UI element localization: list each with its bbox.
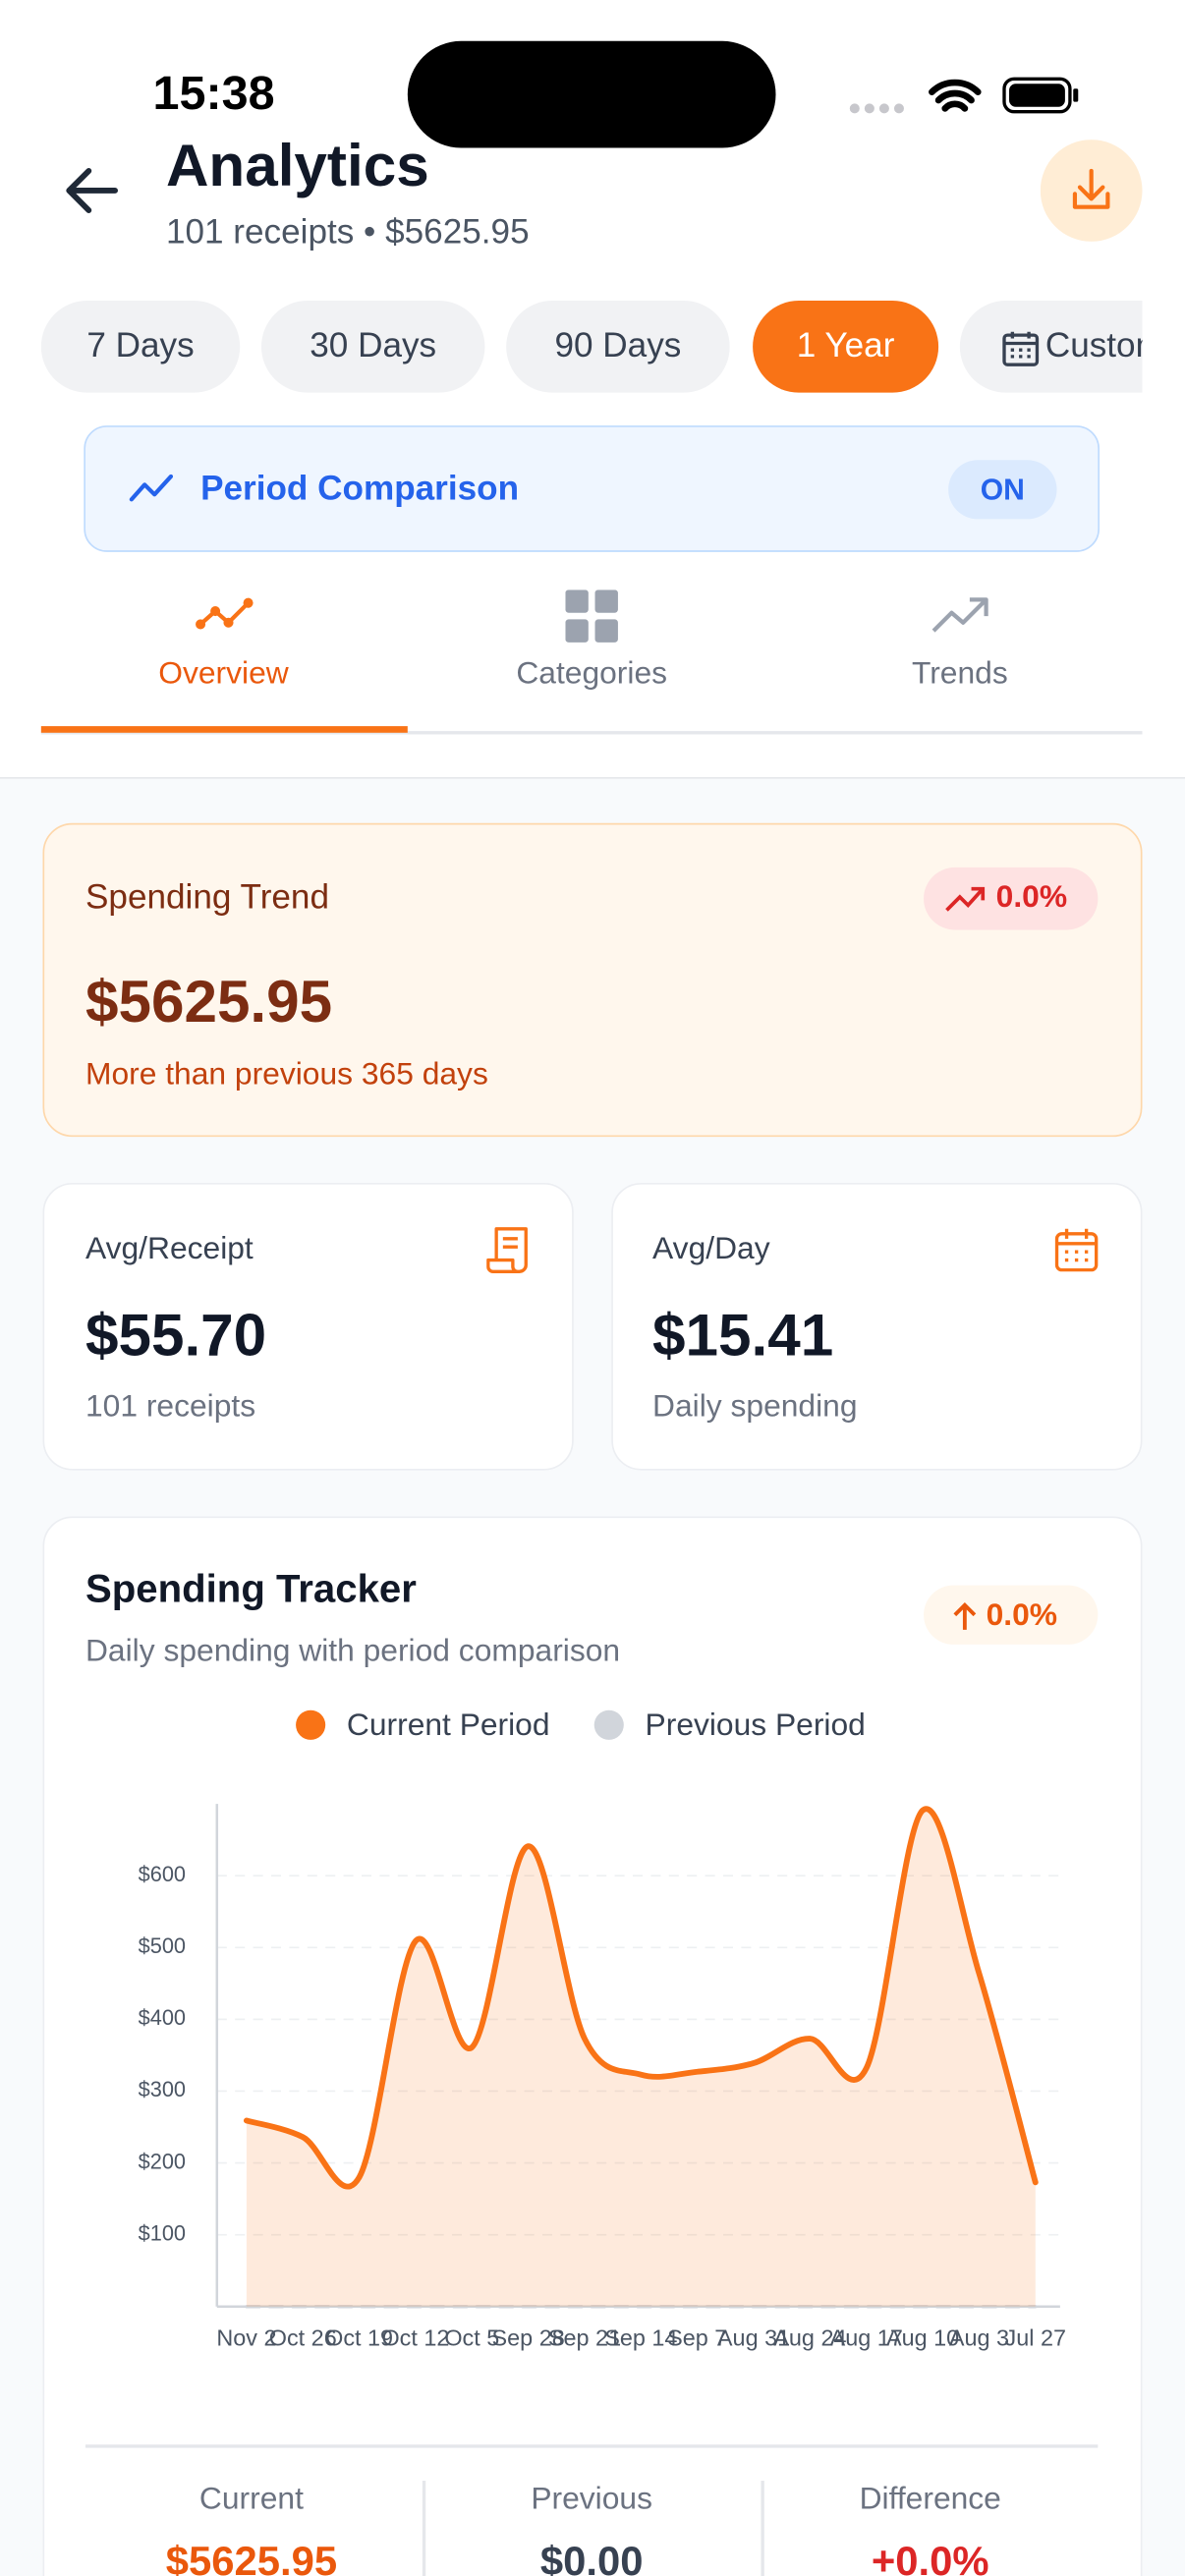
y-tick-label: $500 <box>139 1933 186 1958</box>
filter-chip[interactable]: 7 Days <box>40 301 241 393</box>
tracker-title: Spending Tracker <box>85 1567 417 1612</box>
x-tick-label: Aug 17 <box>830 2324 903 2350</box>
comparison-icon <box>129 474 174 502</box>
x-tick-label: Aug 24 <box>773 2324 846 2350</box>
trend-icon <box>945 886 986 912</box>
stat-value: $15.41 <box>652 1301 834 1369</box>
x-tick-label: Aug 10 <box>886 2324 959 2350</box>
y-tick-label: $400 <box>139 2005 186 2030</box>
area <box>246 1809 1036 2307</box>
x-tick-label: Sep 28 <box>492 2324 565 2350</box>
trend-badge-text: 0.0% <box>995 880 1068 916</box>
tab-icon <box>565 589 618 643</box>
x-tick-label: Sep 7 <box>667 2324 727 2350</box>
x-tick-label: Nov 2 <box>216 2324 276 2350</box>
x-tick-label: Oct 26 <box>269 2324 337 2350</box>
x-tick-label: Oct 19 <box>325 2324 393 2350</box>
filter-chip[interactable]: Custom <box>959 301 1143 393</box>
y-tick-label: $600 <box>139 1862 186 1886</box>
calendar-icon <box>1002 331 1040 366</box>
comparison-state: ON <box>948 460 1057 520</box>
trend-badge <box>924 867 1099 930</box>
divider <box>85 2444 1099 2447</box>
stat-card <box>42 1182 574 1471</box>
summary-label: Current <box>198 2482 304 2517</box>
tab[interactable]: Categories <box>516 656 668 692</box>
trend-note: More than previous 365 days <box>85 1057 488 1093</box>
summary-value: +0.0% <box>871 2539 989 2576</box>
tracker-badge <box>924 1585 1099 1645</box>
download-button[interactable] <box>1040 140 1143 242</box>
trend-amount: $5625.95 <box>85 967 333 1036</box>
line <box>243 1806 1039 2190</box>
x-tick-label: Oct 5 <box>444 2324 499 2350</box>
period-comparison-toggle[interactable] <box>84 425 1100 552</box>
comparison-label: Period Comparison <box>200 470 520 508</box>
tab-indicator <box>40 726 408 733</box>
stat-card <box>611 1182 1143 1471</box>
x-tick-label: Jul 27 <box>1005 2324 1066 2350</box>
filter-bar: 7 Days 30 Days 90 Days 1 Year Custom <box>40 301 1143 399</box>
tab[interactable]: Overview <box>158 656 289 692</box>
y-tick-label: $100 <box>139 2220 186 2245</box>
filter-chip[interactable]: 90 Days <box>506 301 730 393</box>
tab-rule <box>40 731 1143 735</box>
legend-label: Previous Period <box>646 1707 866 1742</box>
status-icons <box>849 77 1079 114</box>
stat-sub: 101 receipts <box>85 1389 256 1425</box>
divider <box>761 2481 763 2576</box>
x-tick-label: Oct 12 <box>381 2324 449 2350</box>
summary-value: $5625.95 <box>165 2539 338 2576</box>
up-arrow <box>953 1602 977 1630</box>
calendar-icon <box>1054 1228 1099 1272</box>
x-tick-label: Sep 21 <box>548 2324 621 2350</box>
x-tick-label: Aug 3 <box>949 2324 1009 2350</box>
tab[interactable]: Trends <box>911 656 1008 692</box>
divider <box>422 2481 425 2576</box>
stat-label: Avg/Receipt <box>85 1232 254 1267</box>
legend-swatch <box>593 1709 624 1740</box>
dynamic-island <box>407 40 776 148</box>
x-tick-label: Aug 31 <box>717 2324 790 2350</box>
tab-icon <box>196 597 254 630</box>
chart: Current Period Previous Period $100 $200 $30… <box>139 1707 1066 2351</box>
receipt-icon <box>486 1227 528 1273</box>
filter-chip[interactable]: 30 Days <box>260 301 485 393</box>
page-subtitle: 101 receipts • $5625.95 <box>165 213 530 252</box>
summary-label: Difference <box>859 2482 1001 2517</box>
x-tick-label: Sep 14 <box>604 2324 677 2350</box>
status-time: 15:38 <box>152 68 275 121</box>
y-tick-label: $200 <box>139 2149 186 2173</box>
summary-label: Previous <box>531 2482 652 2517</box>
page-title: Analytics <box>165 131 429 199</box>
tracker-subtitle: Daily spending with period comparison <box>85 1634 621 1669</box>
stat-label: Avg/Day <box>652 1232 770 1267</box>
legend-swatch <box>296 1709 326 1740</box>
tab-icon <box>931 597 988 633</box>
legend-label: Current Period <box>347 1707 550 1742</box>
card-title: Spending Trend <box>85 878 330 918</box>
summary-value: $0.00 <box>539 2539 644 2576</box>
spending-tracker-card <box>42 1516 1143 2576</box>
stat-sub: Daily spending <box>652 1389 858 1425</box>
y-tick-label: $300 <box>139 2077 186 2101</box>
stat-value: $55.70 <box>85 1301 267 1369</box>
filter-chip-active[interactable]: 1 Year <box>753 301 939 393</box>
tracker-badge-text: 0.0% <box>986 1598 1058 1634</box>
back-button[interactable] <box>63 161 122 220</box>
